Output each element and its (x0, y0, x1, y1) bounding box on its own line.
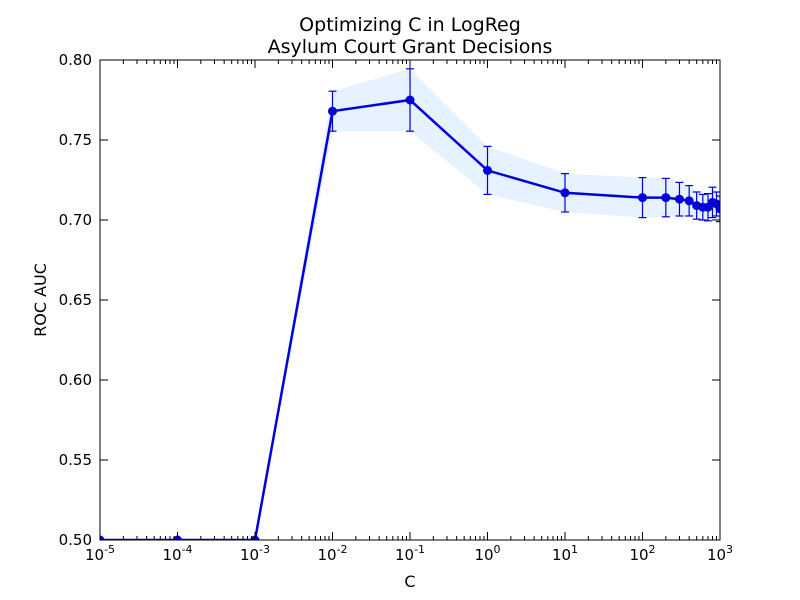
axes-frame (99, 59, 721, 541)
y-tick-label: 0.60 (59, 371, 92, 389)
x-axis-label: C (404, 572, 415, 591)
error-bar (716, 195, 720, 223)
y-tick-label: 0.80 (59, 51, 92, 69)
data-point (560, 188, 570, 198)
y-tick-label: 0.50 (59, 531, 92, 549)
data-point (638, 193, 647, 203)
x-tick-label: 10-3 (240, 543, 270, 564)
y-tick-label: 0.70 (59, 211, 92, 229)
data-point (328, 106, 337, 116)
x-tick-label: 10-5 (85, 543, 115, 564)
data-point (661, 193, 671, 203)
y-axis-label: ROC AUC (31, 263, 50, 337)
x-tick-label: 100 (474, 543, 500, 564)
x-tick-label: 101 (552, 543, 578, 564)
data-point (674, 194, 684, 204)
chart-title: Optimizing C in LogReg (299, 14, 521, 36)
chart-subtitle: Asylum Court Grant Decisions (268, 36, 553, 58)
y-tick-label: 0.65 (59, 291, 92, 309)
y-tick-label: 0.75 (59, 131, 92, 149)
x-tick-label: 10-2 (317, 543, 347, 564)
y-tick-label: 0.55 (59, 451, 92, 469)
x-tick-label: 10-1 (395, 543, 425, 564)
plot-area: 10-5 10-4 10-3 10-2 10-1 100 101 102 103 0.50 0.55… (59, 51, 733, 564)
data-point (715, 204, 720, 214)
x-tick-label: 103 (707, 543, 733, 564)
data-point (405, 95, 415, 105)
x-tick-label: 10-4 (162, 543, 192, 564)
series-line (100, 98, 720, 540)
data-point (100, 535, 105, 540)
data-point (684, 196, 694, 206)
data-point (483, 165, 492, 175)
confidence-band (100, 68, 720, 540)
x-tick-label: 102 (629, 543, 655, 564)
